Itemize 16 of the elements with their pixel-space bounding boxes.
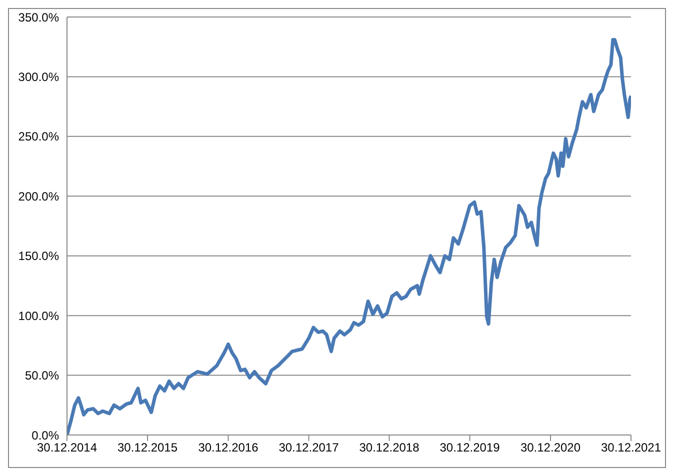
y-tick-label: 300.0%	[18, 70, 60, 84]
y-tick-label: 250.0%	[18, 130, 60, 144]
x-tick-label: 30.12.2014	[36, 440, 98, 455]
x-tick-label: 30.12.2017	[278, 440, 340, 455]
x-tick-label: 30.12.2021	[600, 440, 662, 455]
x-tick-label: 30.12.2019	[440, 440, 500, 455]
y-tick-label: 350.0%	[18, 10, 60, 24]
x-tick-label: 30.12.2020	[520, 440, 581, 455]
x-tick-label: 30.12.2015	[117, 440, 178, 455]
y-tick-label: 100.0%	[18, 308, 60, 323]
y-tick-label: 150.0%	[18, 249, 60, 264]
y-tick-label: 50.0%	[24, 368, 60, 383]
y-tick-label: 0.0%	[32, 428, 60, 442]
y-tick-label: 200.0%	[18, 189, 60, 204]
x-tick-label: 30.12.2018	[359, 440, 420, 455]
x-tick-label: 30.12.2016	[198, 440, 259, 455]
